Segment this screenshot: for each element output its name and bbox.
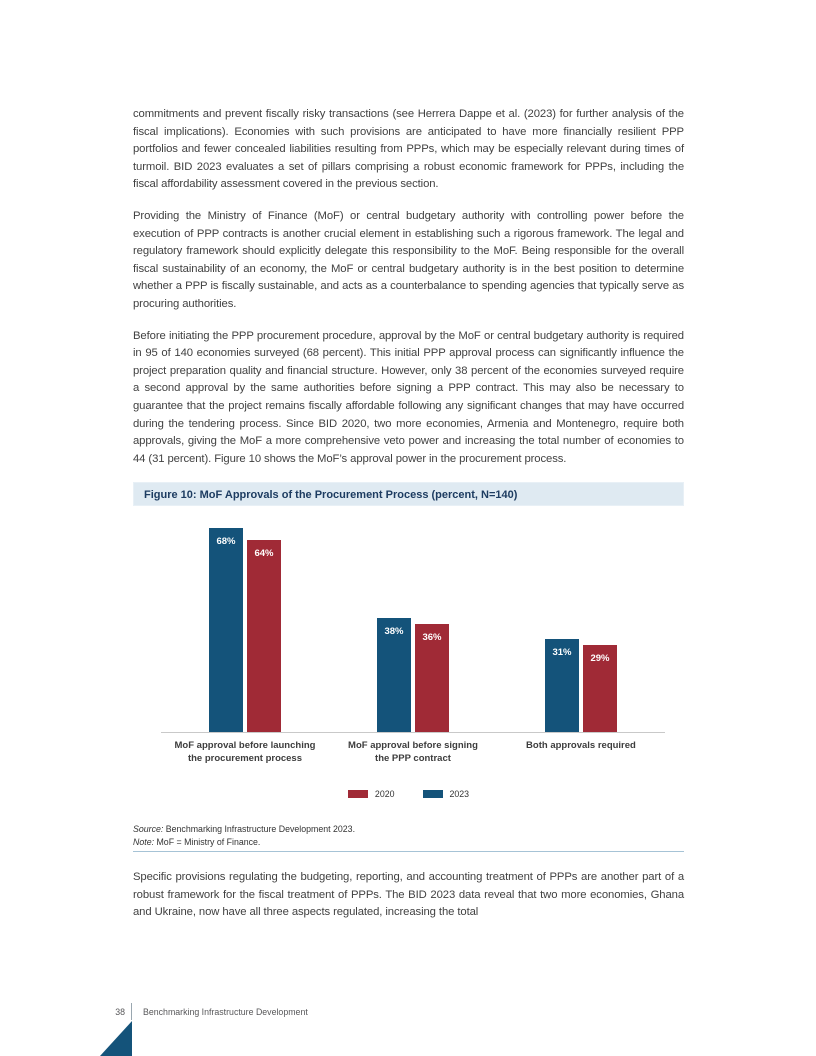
figure-bottom-rule <box>133 851 684 853</box>
paragraph-2: Providing the Ministry of Finance (MoF) … <box>133 209 684 310</box>
source-label: Source: <box>133 824 164 835</box>
paragraph-3: Before initiating the PPP procurement pr… <box>133 329 684 465</box>
legend-item: 2023 <box>422 789 470 800</box>
page-content: commitments and prevent fiscally risky t… <box>133 0 684 936</box>
legend-swatch <box>347 790 368 799</box>
paragraph-4: Specific provisions regulating the budge… <box>133 871 684 919</box>
page-number: 38 <box>115 1006 125 1017</box>
chart-legend: 2020 2023 <box>133 789 684 799</box>
bar-2023: 68% <box>208 528 243 733</box>
category-label: Both approvals required <box>526 740 636 752</box>
bar-group: 68% 64% <box>161 520 329 733</box>
legend-label: 2020 <box>374 789 395 800</box>
bar-chart: 68% 64% 38% 36% 31% 29% MoF approval before l… <box>133 520 684 799</box>
bar-value-label: 29% <box>590 653 610 665</box>
figure-10: Figure 10: MoF Approvals of the Procurem… <box>133 482 684 853</box>
plot-area: 68% 64% 38% 36% 31% 29% <box>161 520 665 734</box>
bar-2020: 64% <box>246 540 281 733</box>
bar-2023: 31% <box>544 639 579 733</box>
bar-value-label: 31% <box>552 647 572 659</box>
footer-book-title: Benchmarking Infrastructure Development <box>143 1006 308 1017</box>
bar-2020: 36% <box>414 624 449 733</box>
note-text: MoF = Ministry of Finance. <box>156 836 261 847</box>
category-label: MoF approval before launching the procur… <box>174 740 316 764</box>
bar-group: 38% 36% <box>329 520 497 733</box>
legend-label: 2023 <box>449 789 470 800</box>
bar-2023: 38% <box>376 618 411 733</box>
bar-value-label: 64% <box>254 548 274 560</box>
bar-2020: 29% <box>582 645 617 733</box>
legend-item: 2020 <box>347 789 395 800</box>
corner-triangle <box>100 1021 132 1056</box>
category-labels: MoF approval before launching the procur… <box>161 740 665 765</box>
source-text: Benchmarking Infrastructure Development … <box>165 824 356 835</box>
bar-value-label: 38% <box>384 626 404 638</box>
figure-note: Note: MoF = Ministry of Finance. <box>133 836 684 849</box>
bar-value-label: 68% <box>216 536 236 548</box>
legend-swatch <box>422 790 443 799</box>
bar-value-label: 36% <box>422 632 442 644</box>
page-footer: 38 Benchmarking Infrastructure Developme… <box>100 1003 308 1020</box>
category-label: MoF approval before signing the PPP cont… <box>348 740 478 764</box>
footer-divider <box>131 1003 132 1020</box>
figure-title: Figure 10: MoF Approvals of the Procurem… <box>133 482 684 507</box>
paragraph-1: commitments and prevent fiscally risky t… <box>133 108 684 191</box>
bar-group: 31% 29% <box>497 520 665 733</box>
figure-source: Source: Benchmarking Infrastructure Deve… <box>133 823 684 836</box>
note-label: Note: <box>133 836 155 847</box>
